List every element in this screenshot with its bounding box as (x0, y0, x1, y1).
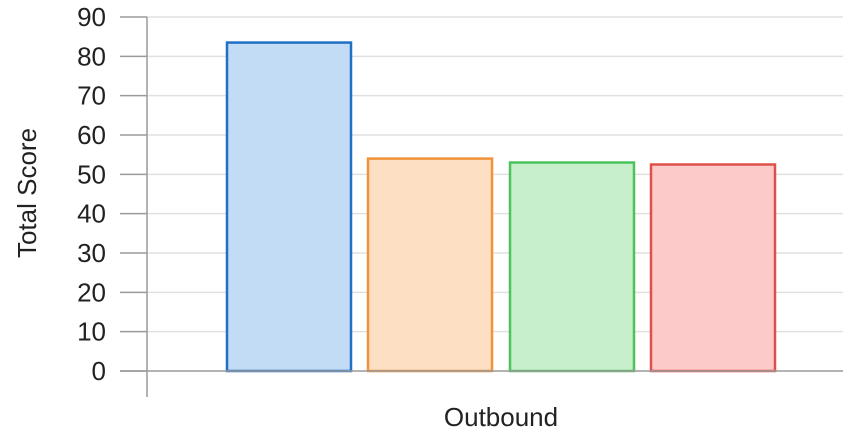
y-tick-label: 30 (77, 238, 106, 268)
bars (225, 41, 777, 373)
axes (120, 16, 843, 397)
bar-3 (508, 161, 636, 373)
bar-2 (366, 157, 494, 373)
x-axis-title: Outbound (444, 402, 558, 432)
y-tick-label: 0 (92, 356, 106, 386)
y-tick-label: 20 (77, 277, 106, 307)
bar-1 (225, 41, 353, 373)
y-tick-label: 40 (77, 199, 106, 229)
y-tick-label: 10 (77, 317, 106, 347)
y-tick-label: 90 (77, 2, 106, 32)
y-tick-label: 70 (77, 81, 106, 111)
y-tick-label: 50 (77, 159, 106, 189)
y-tick-labels: 0 10 20 30 40 50 60 70 80 90 (77, 2, 106, 386)
y-axis-title: Total Score (12, 128, 42, 258)
bar-4 (649, 163, 777, 373)
y-tick-label: 60 (77, 120, 106, 150)
y-tick-label: 80 (77, 41, 106, 71)
